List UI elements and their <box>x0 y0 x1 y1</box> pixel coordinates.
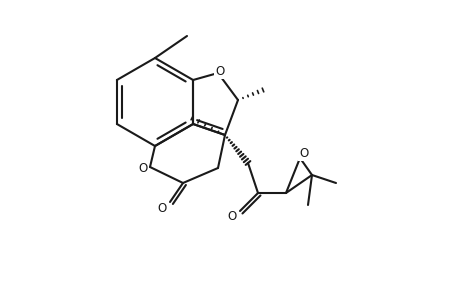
Text: O: O <box>157 202 166 214</box>
Text: O: O <box>299 146 308 160</box>
Text: O: O <box>227 211 236 224</box>
Text: O: O <box>215 64 224 77</box>
Text: O: O <box>138 161 147 175</box>
